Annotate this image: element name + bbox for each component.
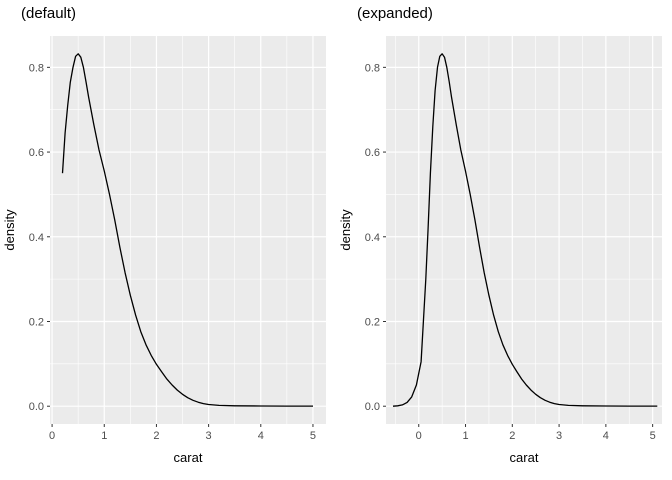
density-curve <box>392 53 658 407</box>
panel-background <box>50 36 326 424</box>
density-plot-default: 0 1 2 3 4 5 0.0 0.2 0.4 0.6 0.8 carat density <box>2 36 326 465</box>
y-tick-label: 0.4 <box>29 232 44 244</box>
x-tick-label: 1 <box>462 430 468 442</box>
x-tick-label: 2 <box>153 430 159 442</box>
y-tick-label: 0.2 <box>29 316 44 328</box>
panel-background <box>386 36 662 424</box>
panel-title-expanded: (expanded) <box>357 5 433 22</box>
x-tick-label: 0 <box>49 430 55 442</box>
y-tick-label: 0.8 <box>29 62 44 74</box>
density-curve <box>61 53 313 407</box>
x-tick-label: 3 <box>556 430 562 442</box>
panel-title-default: (default) <box>21 5 77 22</box>
y-tick-label: 0.2 <box>365 316 380 328</box>
y-tick-label: 0.0 <box>365 401 380 413</box>
x-tick-label: 4 <box>603 430 609 442</box>
figure-default: (default) 0 1 2 3 4 5 0.0 0.2 0.4 0.6 0.8 carat dens… <box>2 5 326 465</box>
chart-svg: 0 1 2 3 4 5 0.0 0.2 0.4 0.6 0.8 carat density <box>338 36 662 465</box>
y-tick-label: 0.6 <box>365 147 380 159</box>
y-tick-label: 0.0 <box>29 401 44 413</box>
x-tick-label: 2 <box>509 430 515 442</box>
y-tick-label: 0.6 <box>29 147 44 159</box>
y-tick-label: 0.8 <box>365 62 380 74</box>
x-tick-label: 0 <box>416 430 422 442</box>
y-axis-label: density <box>338 209 353 251</box>
x-axis-label: carat <box>510 450 539 465</box>
y-axis-label: density <box>2 209 17 251</box>
density-plot-expanded: 0 1 2 3 4 5 0.0 0.2 0.4 0.6 0.8 carat density <box>336 0 672 480</box>
x-tick-label: 3 <box>206 430 212 442</box>
x-tick-label: 4 <box>258 430 264 442</box>
x-tick-label: 5 <box>650 430 656 442</box>
y-tick-label: 0.4 <box>365 232 380 244</box>
x-tick-label: 5 <box>310 430 316 442</box>
x-axis-label: carat <box>174 450 203 465</box>
x-tick-label: 1 <box>101 430 107 442</box>
figure-expanded: (expanded) 0 1 2 3 4 5 0.0 0.2 0.4 0.6 0.8 carat den… <box>336 0 672 480</box>
chart-svg: 0 1 2 3 4 5 0.0 0.2 0.4 0.6 0.8 carat density <box>2 36 326 465</box>
